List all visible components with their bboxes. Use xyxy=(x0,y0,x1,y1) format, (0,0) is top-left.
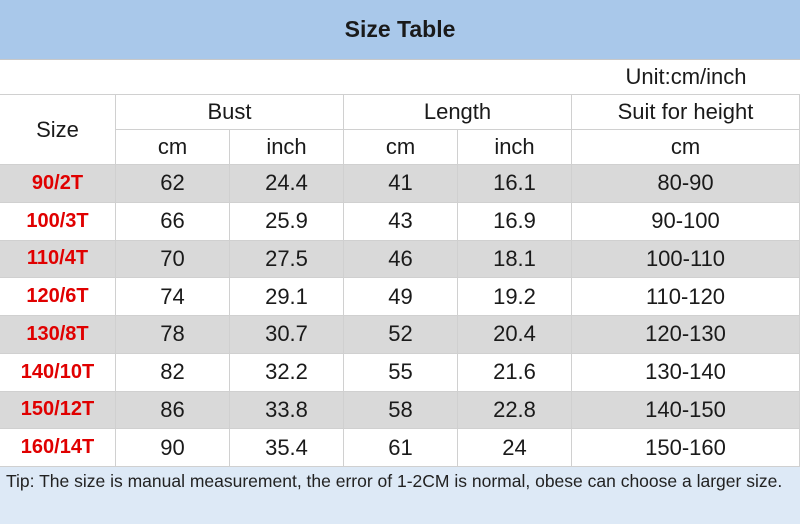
size-cell: 110/4T xyxy=(0,240,116,279)
value-cell: 16.1 xyxy=(458,165,572,203)
title: Size Table xyxy=(0,0,800,60)
value-cell: 150-160 xyxy=(572,429,800,467)
value-cell: 24 xyxy=(458,429,572,467)
value-cell: 62 xyxy=(116,165,230,203)
value-cell: 58 xyxy=(344,391,458,430)
value-cell: 27.5 xyxy=(230,240,344,279)
value-cell: 120-130 xyxy=(572,316,800,354)
value-cell: 30.7 xyxy=(230,316,344,354)
value-cell: 35.4 xyxy=(230,429,344,467)
value-cell: 29.1 xyxy=(230,278,344,316)
value-cell: 55 xyxy=(344,353,458,392)
sub-header: inch xyxy=(230,130,344,165)
value-cell: 20.4 xyxy=(458,316,572,354)
size-cell: 140/10T xyxy=(0,353,116,392)
size-cell: 120/6T xyxy=(0,278,116,316)
value-cell: 82 xyxy=(116,353,230,392)
value-cell: 33.8 xyxy=(230,391,344,430)
sub-header: inch xyxy=(458,130,572,165)
value-cell: 61 xyxy=(344,429,458,467)
value-cell: 90-100 xyxy=(572,202,800,241)
size-cell: 150/12T xyxy=(0,391,116,430)
value-cell: 70 xyxy=(116,240,230,279)
value-cell: 52 xyxy=(344,316,458,354)
size-header: Size xyxy=(0,94,116,165)
height-header: Suit for height xyxy=(572,94,800,130)
tip: Tip: The size is manual measurement, the… xyxy=(0,467,800,524)
value-cell: 19.2 xyxy=(458,278,572,316)
value-cell: 32.2 xyxy=(230,353,344,392)
value-cell: 21.6 xyxy=(458,353,572,392)
value-cell: 16.9 xyxy=(458,202,572,241)
value-cell: 80-90 xyxy=(572,165,800,203)
size-cell: 130/8T xyxy=(0,316,116,354)
value-cell: 110-120 xyxy=(572,278,800,316)
value-cell: 78 xyxy=(116,316,230,354)
value-cell: 74 xyxy=(116,278,230,316)
value-cell: 24.4 xyxy=(230,165,344,203)
value-cell: 25.9 xyxy=(230,202,344,241)
value-cell: 46 xyxy=(344,240,458,279)
bust-header: Bust xyxy=(116,94,344,130)
sub-header: cm xyxy=(116,130,230,165)
value-cell: 100-110 xyxy=(572,240,800,279)
value-cell: 18.1 xyxy=(458,240,572,279)
value-cell: 49 xyxy=(344,278,458,316)
size-cell: 160/14T xyxy=(0,429,116,467)
value-cell: 22.8 xyxy=(458,391,572,430)
value-cell: 90 xyxy=(116,429,230,467)
value-cell: 130-140 xyxy=(572,353,800,392)
value-cell: 66 xyxy=(116,202,230,241)
sub-header: cm xyxy=(344,130,458,165)
unit-label: Unit:cm/inch xyxy=(625,64,747,89)
value-cell: 86 xyxy=(116,391,230,430)
length-header: Length xyxy=(344,94,572,130)
size-cell: 90/2T xyxy=(0,165,116,203)
size-cell: 100/3T xyxy=(0,202,116,241)
sub-header: cm xyxy=(572,130,800,165)
value-cell: 140-150 xyxy=(572,391,800,430)
value-cell: 43 xyxy=(344,202,458,241)
value-cell: 41 xyxy=(344,165,458,203)
